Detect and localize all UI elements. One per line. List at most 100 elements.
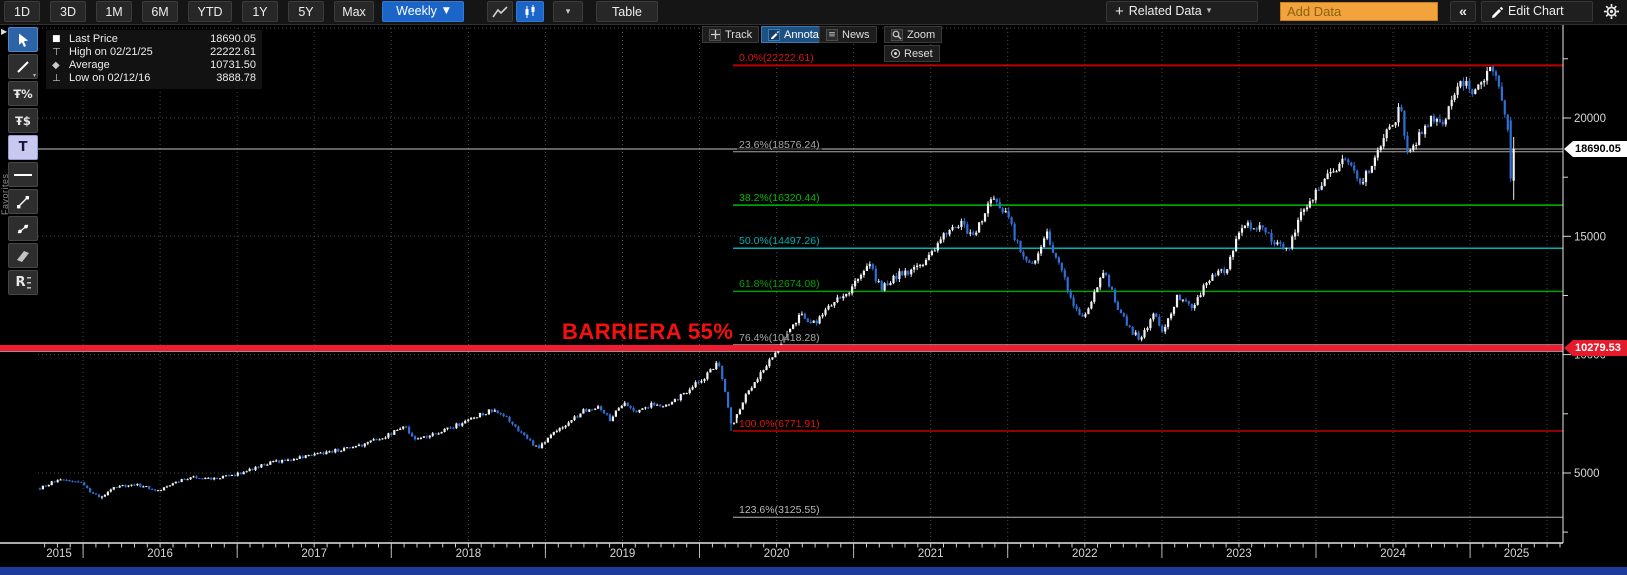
y-axis-label: 15000 <box>1574 231 1606 243</box>
magnifier-icon <box>891 28 903 41</box>
track-button[interactable]: Track <box>702 26 760 43</box>
gear-icon <box>1603 4 1619 19</box>
high-marker-icon: ⊤ <box>52 47 61 58</box>
candlestick-icon <box>525 4 535 18</box>
fib-level-label: 38.2%(16320.44) <box>737 192 822 205</box>
panel-bottom-divider <box>0 567 1627 575</box>
x-axis-year-label: 2015 <box>46 548 72 560</box>
x-axis-year-label: 2019 <box>610 548 636 560</box>
top-toolbar: 1D 3D 1M 6M YTD 1Y 5Y Max Weekly ▼ ▾ Tab… <box>0 0 1627 25</box>
reset-button[interactable]: Reset <box>884 45 940 62</box>
period-1y-button[interactable]: 1Y <box>242 1 278 22</box>
annotate-button[interactable]: Annotate <box>761 26 836 43</box>
fibonacci-lines <box>733 64 1563 518</box>
add-data-input[interactable] <box>1280 2 1438 21</box>
x-axis-year-label: 2022 <box>1072 548 1098 560</box>
legend-low-row: ⊥ Low on 02/12/16 3888.78 <box>52 72 256 85</box>
collapse-toolbar-button[interactable]: « <box>1450 1 1476 22</box>
edit-chart-button[interactable]: Edit Chart <box>1481 1 1593 22</box>
fib-level-label: 76.4%(10418.28) <box>737 331 822 344</box>
zoom-label: Zoom <box>907 28 936 41</box>
x-axis-year-label: 2016 <box>147 548 173 560</box>
y-axis-label: 20000 <box>1574 113 1606 125</box>
double-chevron-left-icon: « <box>1459 3 1467 19</box>
text-annotation-tool-button[interactable]: T <box>8 135 38 160</box>
barrier-price-badge: 10279.53 <box>1564 340 1627 356</box>
news-button[interactable]: ≡ News <box>819 26 877 43</box>
x-axis-year-label: 2020 <box>764 548 790 560</box>
fib-level-label: 100.0%(6771.91) <box>737 418 822 431</box>
ray-icon <box>17 224 29 233</box>
regression-tool-button[interactable]: R <box>8 270 38 295</box>
retracement-dollar-tool-button[interactable]: Ŧ$ <box>8 108 38 133</box>
x-axis-year-label: 2024 <box>1380 548 1406 560</box>
period-5y-button[interactable]: 5Y <box>288 1 324 22</box>
related-data-button[interactable]: + Related Data ▾ <box>1106 1 1258 22</box>
barriera-annotation[interactable]: BARRIERA 55% <box>562 319 734 344</box>
track-crosshair-icon <box>709 28 721 41</box>
pencil-icon <box>1492 6 1503 18</box>
fib-level-label: 23.6%(18576.24) <box>737 138 822 151</box>
retracement-percent-tool-button[interactable]: Ŧ% <box>8 81 38 106</box>
zoom-button[interactable]: Zoom <box>884 26 943 43</box>
parallel-channel-tool-button[interactable] <box>8 243 38 268</box>
period-1d-button[interactable]: 1D <box>4 1 40 22</box>
x-axis-year-label: 2023 <box>1226 548 1252 560</box>
edit-chart-label: Edit Chart <box>1508 4 1564 18</box>
trend-channel-icon <box>17 195 29 208</box>
candlestick-chart-type-button[interactable] <box>516 1 544 22</box>
favorites-expander-icon[interactable]: ▶ <box>1 27 8 36</box>
average-marker-icon: ◆ <box>52 60 60 71</box>
candlesticks <box>38 65 1515 500</box>
legend-last-price-row: ■ Last Price 18690.05 <box>52 33 256 46</box>
legend-label: Low on 02/12/16 <box>69 72 151 84</box>
text-tool-icon: T <box>18 140 28 155</box>
table-button[interactable]: Table <box>596 1 658 22</box>
x-axis-year-label: 2021 <box>918 548 944 560</box>
trendline-tool-button[interactable]: ▾ <box>8 54 38 79</box>
chevron-down-icon: ▼ <box>442 6 450 16</box>
track-label: Track <box>725 28 753 41</box>
line-chart-type-button[interactable] <box>487 1 513 22</box>
period-3d-button[interactable]: 3D <box>50 1 86 22</box>
retracement-percent-icon: Ŧ% <box>13 86 33 101</box>
chart-type-dropdown[interactable]: ▾ <box>553 1 583 22</box>
news-label: News <box>842 28 870 41</box>
regression-lines-icon <box>26 276 31 289</box>
x-axis-year-label: 2017 <box>301 548 327 560</box>
regression-icon: R <box>15 275 26 290</box>
ray-tool-button[interactable] <box>8 216 38 241</box>
fib-level-label: 50.0%(14497.26) <box>737 235 822 248</box>
barrier-band[interactable] <box>0 345 1563 353</box>
legend-value: 18690.05 <box>210 33 256 45</box>
chart-legend: ■ Last Price 18690.05 ⊤ High on 02/21/25… <box>46 30 262 89</box>
drawing-tools-sidebar: ▶ Favorites ▾ Ŧ% Ŧ$ T R <box>0 25 44 315</box>
period-6m-button[interactable]: 6M <box>142 1 178 22</box>
period-max-button[interactable]: Max <box>334 1 374 22</box>
trend-channel-tool-button[interactable] <box>8 189 38 214</box>
chevron-down-icon: ▾ <box>565 6 571 17</box>
x-axis-year-label: 2018 <box>456 548 482 560</box>
legend-label: Average <box>69 59 110 71</box>
annotate-label: Annotate <box>784 28 829 41</box>
legend-average-row: ◆ Average 10731.50 <box>52 59 256 72</box>
trendline-icon <box>17 60 29 73</box>
retracement-dollar-icon: Ŧ$ <box>15 113 31 128</box>
fib-level-label: 123.6%(3125.55) <box>737 504 822 517</box>
interval-label: Weekly <box>396 4 437 18</box>
line-chart-icon <box>492 5 508 17</box>
period-ytd-button[interactable]: YTD <box>188 1 232 22</box>
horizontal-line-tool-button[interactable] <box>8 162 38 187</box>
news-icon: ≡ <box>826 28 838 41</box>
reset-label: Reset <box>904 47 933 60</box>
legend-label: Last Price <box>69 33 118 45</box>
chevron-down-icon: ▾ <box>32 72 36 79</box>
legend-value: 3888.78 <box>216 72 256 84</box>
legend-value: 10731.50 <box>210 59 256 71</box>
cursor-tool-button[interactable] <box>8 27 38 52</box>
settings-button[interactable] <box>1598 1 1624 22</box>
interval-dropdown[interactable]: Weekly ▼ <box>382 1 464 22</box>
period-1m-button[interactable]: 1M <box>96 1 132 22</box>
legend-value: 22222.61 <box>210 46 256 58</box>
